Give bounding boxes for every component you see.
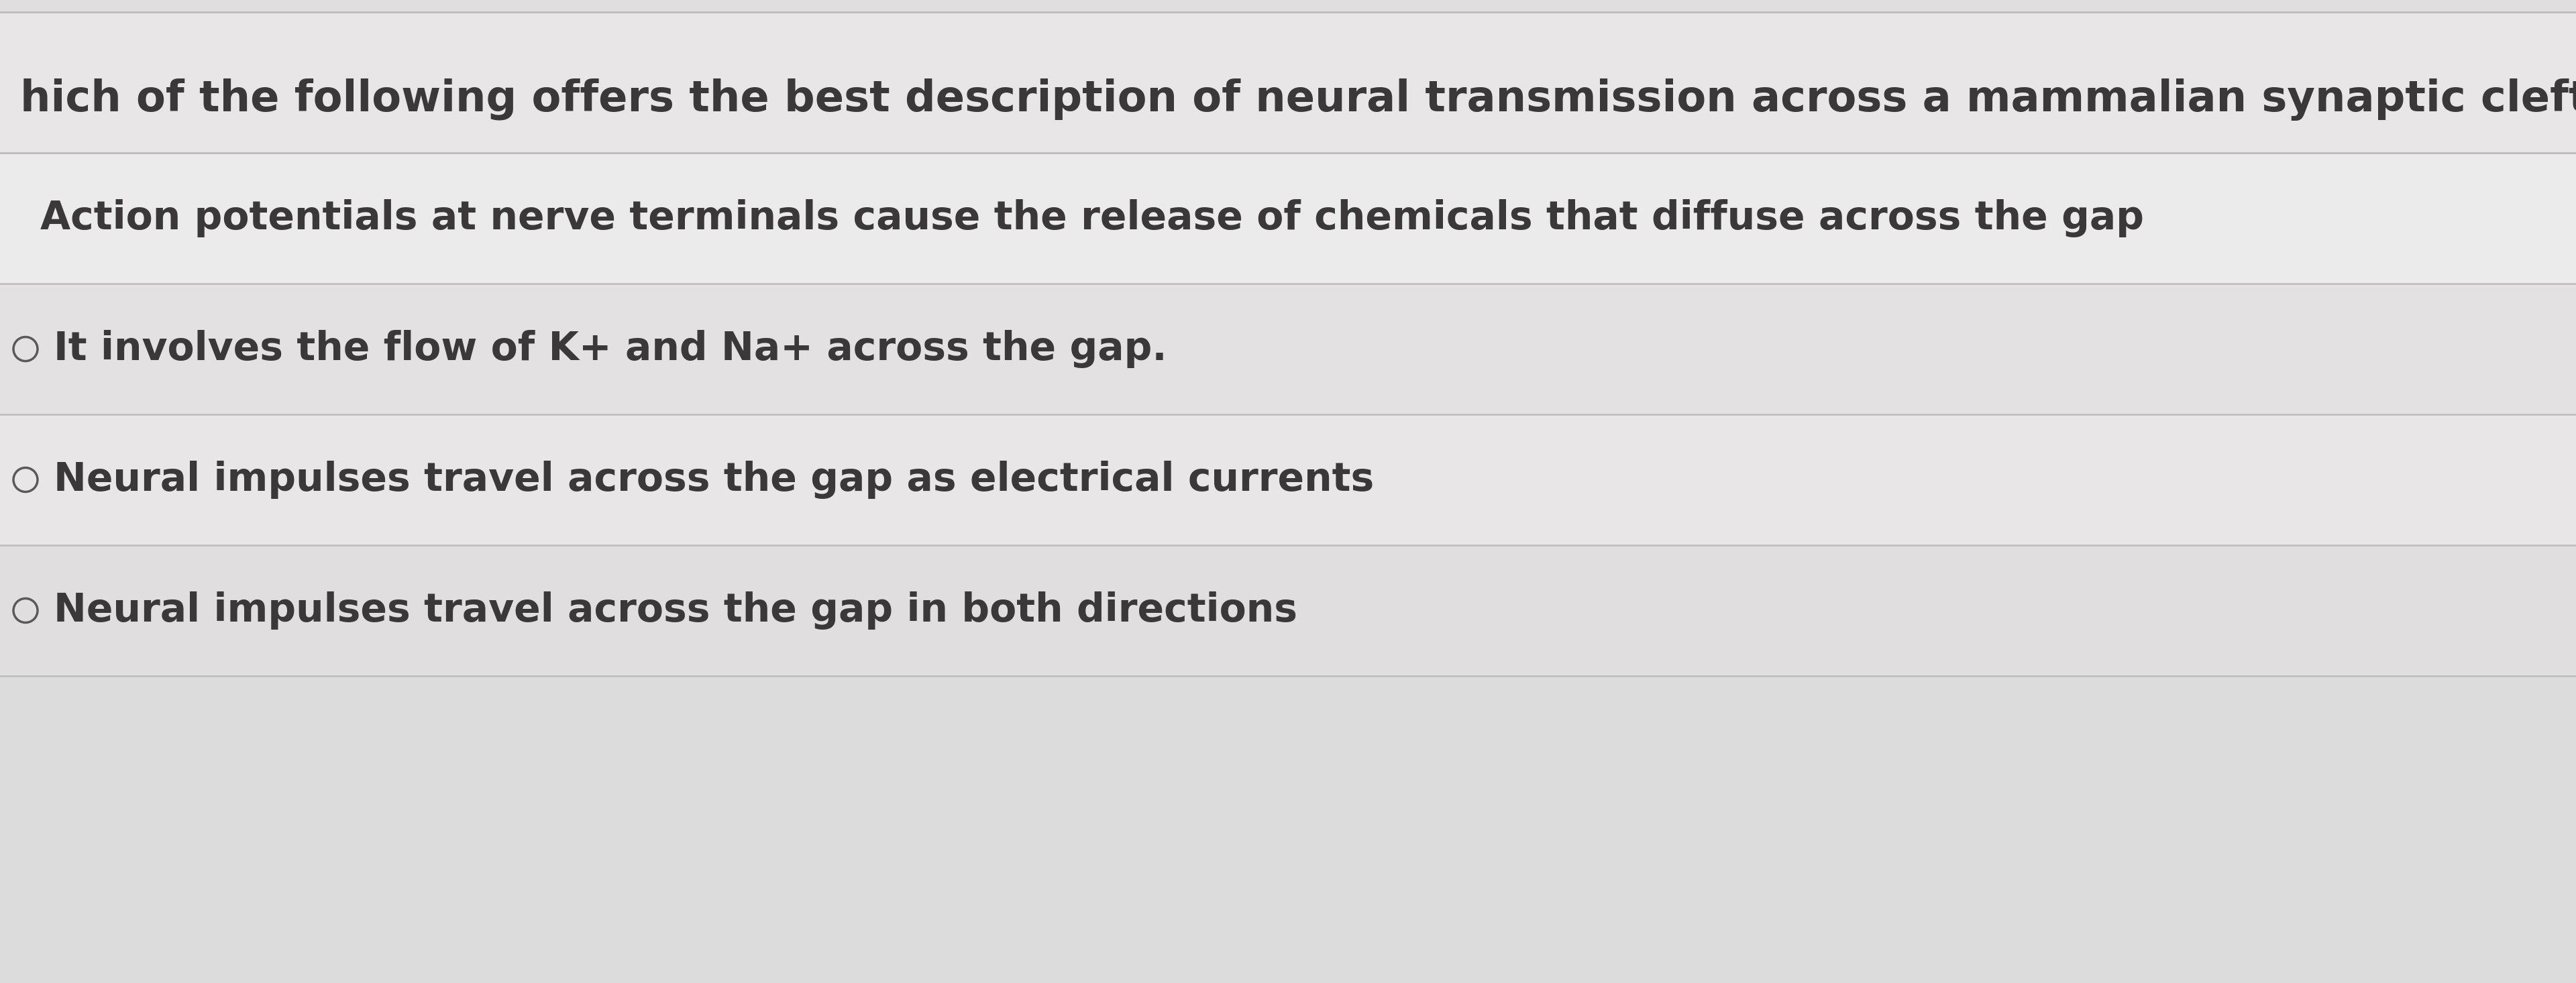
- Text: Neural impulses travel across the gap in both directions: Neural impulses travel across the gap in…: [54, 592, 1298, 630]
- Bar: [0, 153, 2576, 284]
- Bar: [0, 676, 2576, 983]
- Text: hich of the following offers the best description of neural transmission across : hich of the following offers the best de…: [21, 79, 2576, 121]
- Text: It involves the flow of K+ and Na+ across the gap.: It involves the flow of K+ and Na+ acros…: [54, 330, 1167, 368]
- Bar: [0, 284, 2576, 415]
- Text: Neural impulses travel across the gap as electrical currents: Neural impulses travel across the gap as…: [54, 461, 1373, 499]
- Bar: [0, 12, 2576, 153]
- Bar: [0, 546, 2576, 676]
- Bar: [0, 415, 2576, 546]
- Text: Action potentials at nerve terminals cause the release of chemicals that diffuse: Action potentials at nerve terminals cau…: [41, 200, 2143, 237]
